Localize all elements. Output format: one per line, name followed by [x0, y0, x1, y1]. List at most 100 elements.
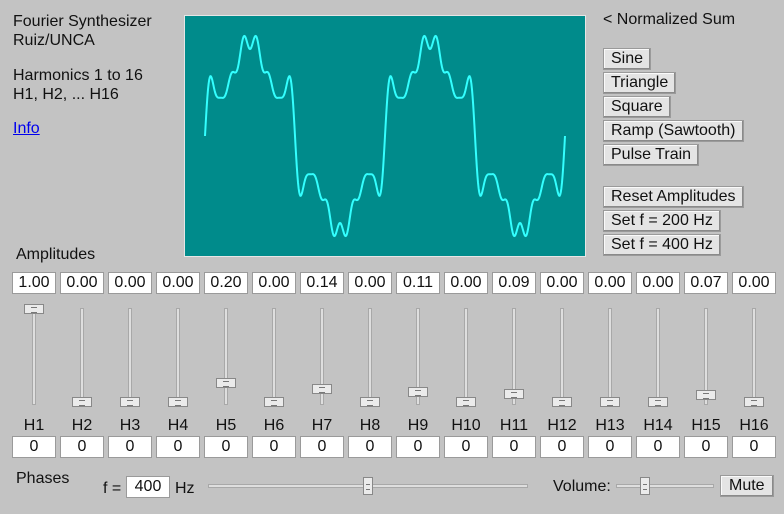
waveform-trace — [204, 34, 566, 238]
phase-input-h7[interactable]: 0 — [300, 436, 344, 458]
phase-input-h1[interactable]: 0 — [12, 436, 56, 458]
amplitude-input-h11[interactable]: 0.09 — [492, 272, 536, 294]
amplitude-input-h3[interactable]: 0.00 — [108, 272, 152, 294]
amplitude-slider-thumb-h9[interactable] — [408, 386, 428, 397]
phase-input-h9[interactable]: 0 — [396, 436, 440, 458]
mute-button[interactable]: Mute — [720, 475, 774, 497]
phase-input-h12[interactable]: 0 — [540, 436, 584, 458]
phase-input-h8[interactable]: 0 — [348, 436, 392, 458]
amplitude-input-h15[interactable]: 0.07 — [684, 272, 728, 294]
amplitude-slider-thumb-h16[interactable] — [744, 397, 764, 407]
set-400hz-button[interactable]: Set f = 400 Hz — [603, 234, 721, 256]
amplitude-input-h10[interactable]: 0.00 — [444, 272, 488, 294]
amplitude-slider-thumb-h7[interactable] — [312, 383, 332, 394]
phase-input-h2[interactable]: 0 — [60, 436, 104, 458]
waveform-plot — [204, 34, 566, 238]
harmonic-label-h15: H15 — [691, 417, 721, 434]
frequency-input[interactable]: 400 — [126, 476, 170, 498]
harmonic-label-h13: H13 — [595, 417, 625, 434]
amplitude-slider-track-h12[interactable] — [560, 308, 564, 405]
scope-caption: < Normalized Sum — [603, 11, 736, 28]
amplitude-slider-track-h8[interactable] — [368, 308, 372, 405]
phase-input-h16[interactable]: 0 — [732, 436, 776, 458]
amplitude-slider-track-h2[interactable] — [80, 308, 84, 405]
amplitude-input-h2[interactable]: 0.00 — [60, 272, 104, 294]
harmonic-label-h5: H5 — [215, 417, 237, 434]
amplitude-input-h16[interactable]: 0.00 — [732, 272, 776, 294]
harmonic-label-h6: H6 — [263, 417, 285, 434]
volume-slider-track[interactable] — [616, 484, 714, 488]
amplitude-input-h9[interactable]: 0.11 — [396, 272, 440, 294]
amplitude-slider-track-h11[interactable] — [512, 308, 516, 405]
preset-sine-button[interactable]: Sine — [603, 48, 652, 70]
phase-input-h10[interactable]: 0 — [444, 436, 488, 458]
amplitude-input-h6[interactable]: 0.00 — [252, 272, 296, 294]
amplitude-slider-thumb-h13[interactable] — [600, 397, 620, 407]
preset-ramp-button[interactable]: Ramp (Sawtooth) — [603, 120, 744, 142]
phases-label: Phases — [16, 470, 70, 487]
preset-square-button[interactable]: Square — [603, 96, 671, 118]
reset-amplitudes-button[interactable]: Reset Amplitudes — [603, 186, 744, 208]
harmonic-label-h7: H7 — [311, 417, 333, 434]
amplitude-input-h1[interactable]: 1.00 — [12, 272, 56, 294]
amplitude-slider-track-h6[interactable] — [272, 308, 276, 405]
amplitude-slider-track-h10[interactable] — [464, 308, 468, 405]
amplitude-slider-track-h5[interactable] — [224, 308, 228, 405]
amplitude-slider-thumb-h4[interactable] — [168, 397, 188, 407]
phase-input-h4[interactable]: 0 — [156, 436, 200, 458]
phase-input-h5[interactable]: 0 — [204, 436, 248, 458]
amplitude-slider-thumb-h11[interactable] — [504, 388, 524, 399]
amplitude-slider-track-h1[interactable] — [32, 308, 36, 405]
amplitude-slider-thumb-h3[interactable] — [120, 397, 140, 407]
amplitude-slider-track-h7[interactable] — [320, 308, 324, 405]
amplitude-slider-track-h9[interactable] — [416, 308, 420, 405]
amplitude-input-h13[interactable]: 0.00 — [588, 272, 632, 294]
amplitude-slider-track-h4[interactable] — [176, 308, 180, 405]
set-200hz-button[interactable]: Set f = 200 Hz — [603, 210, 721, 232]
amplitude-slider-track-h15[interactable] — [704, 308, 708, 405]
volume-slider-thumb[interactable] — [640, 477, 651, 495]
frequency-label: f = — [103, 480, 122, 497]
amplitude-slider-thumb-h15[interactable] — [696, 390, 716, 401]
harmonic-label-h8: H8 — [359, 417, 381, 434]
phase-input-h15[interactable]: 0 — [684, 436, 728, 458]
volume-label: Volume: — [553, 478, 611, 495]
amplitude-slider-track-h3[interactable] — [128, 308, 132, 405]
phase-input-h14[interactable]: 0 — [636, 436, 680, 458]
phase-input-h3[interactable]: 0 — [108, 436, 152, 458]
app-author: Ruiz/UNCA — [13, 32, 95, 49]
harmonic-label-h9: H9 — [407, 417, 429, 434]
frequency-unit: Hz — [175, 480, 195, 497]
phase-input-h13[interactable]: 0 — [588, 436, 632, 458]
harmonics-list: H1, H2, ... H16 — [13, 86, 119, 103]
amplitude-slider-thumb-h12[interactable] — [552, 397, 572, 407]
amplitude-slider-thumb-h1[interactable] — [24, 304, 44, 314]
amplitudes-label: Amplitudes — [16, 246, 96, 263]
harmonic-label-h3: H3 — [119, 417, 141, 434]
preset-triangle-button[interactable]: Triangle — [603, 72, 677, 94]
amplitude-input-h14[interactable]: 0.00 — [636, 272, 680, 294]
harmonic-label-h14: H14 — [643, 417, 673, 434]
amplitude-slider-thumb-h6[interactable] — [264, 397, 284, 407]
harmonics-range: Harmonics 1 to 16 — [13, 67, 143, 84]
amplitude-input-h4[interactable]: 0.00 — [156, 272, 200, 294]
amplitude-slider-track-h16[interactable] — [752, 308, 756, 405]
amplitude-input-h12[interactable]: 0.00 — [540, 272, 584, 294]
amplitude-slider-thumb-h2[interactable] — [72, 397, 92, 407]
amplitude-slider-thumb-h8[interactable] — [360, 397, 380, 407]
amplitude-input-h7[interactable]: 0.14 — [300, 272, 344, 294]
harmonic-label-h12: H12 — [547, 417, 577, 434]
phase-input-h6[interactable]: 0 — [252, 436, 296, 458]
amplitude-slider-thumb-h14[interactable] — [648, 397, 668, 407]
amplitude-slider-track-h13[interactable] — [608, 308, 612, 405]
amplitude-input-h5[interactable]: 0.20 — [204, 272, 248, 294]
amplitude-slider-thumb-h10[interactable] — [456, 397, 476, 407]
amplitude-input-h8[interactable]: 0.00 — [348, 272, 392, 294]
amplitude-slider-track-h14[interactable] — [656, 308, 660, 405]
harmonic-label-h2: H2 — [71, 417, 93, 434]
amplitude-slider-thumb-h5[interactable] — [216, 378, 236, 389]
preset-pulse-train-button[interactable]: Pulse Train — [603, 144, 700, 166]
phase-input-h11[interactable]: 0 — [492, 436, 536, 458]
info-link[interactable]: Info — [13, 120, 40, 137]
frequency-slider-thumb[interactable] — [363, 477, 373, 495]
